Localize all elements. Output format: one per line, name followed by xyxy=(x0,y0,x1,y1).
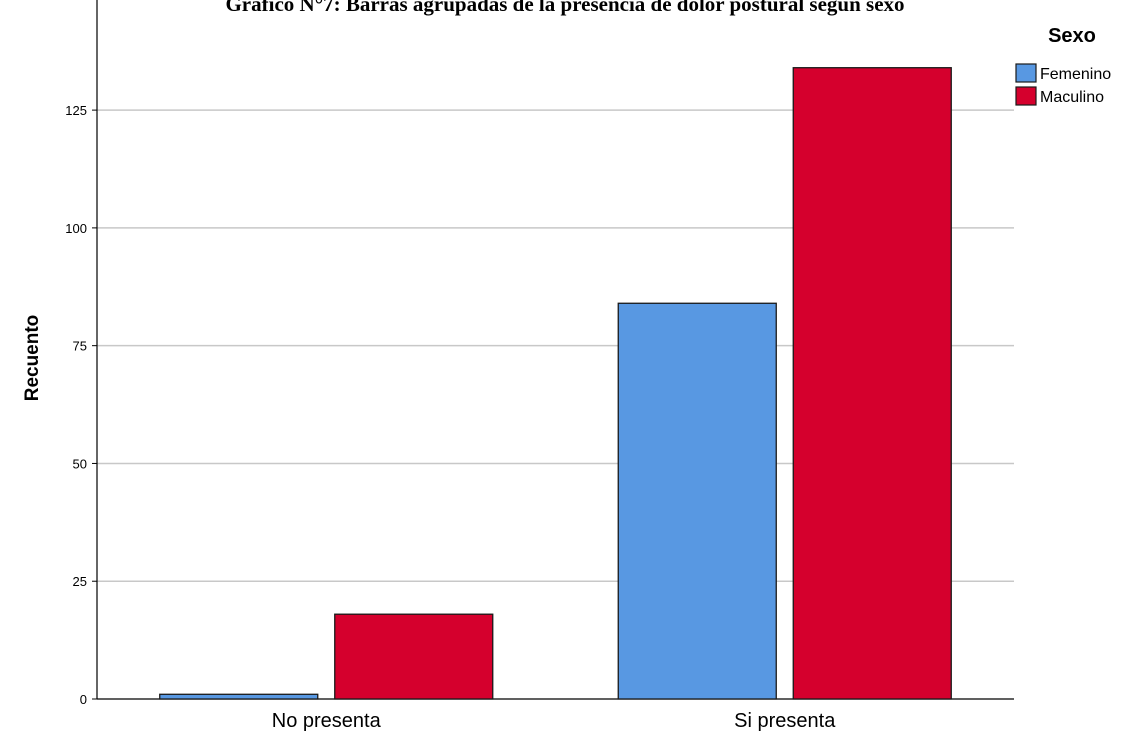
y-tick-label: 100 xyxy=(65,221,87,236)
bar-femenino-1 xyxy=(159,693,319,700)
chart-title: Gráfico N°7: Barras agrupadas de la pres… xyxy=(225,0,904,16)
y-tick-label: 25 xyxy=(73,574,87,589)
legend-swatch-maculino xyxy=(1015,86,1037,106)
y-axis-title: Recuento xyxy=(22,315,43,402)
legend: Sexo Femenino Maculino xyxy=(1015,25,1111,106)
bar-maculino-1 xyxy=(334,613,494,700)
y-tick-labels: 0 25 50 75 100 125 xyxy=(65,103,87,707)
legend-label-femenino: Femenino xyxy=(1040,66,1111,83)
x-tick-label: Si presenta xyxy=(734,710,836,732)
y-tick-label: 50 xyxy=(73,456,87,471)
bars xyxy=(159,67,952,700)
legend-label-maculino: Maculino xyxy=(1040,89,1104,106)
y-tick-label: 75 xyxy=(73,339,87,354)
y-tick-label: 125 xyxy=(65,103,87,118)
x-tick-labels: No presenta Si presenta xyxy=(272,710,836,732)
x-tick-label: No presenta xyxy=(272,710,382,732)
bar-maculino-2 xyxy=(792,67,952,700)
legend-title: Sexo xyxy=(1048,25,1096,47)
bar-femenino-2 xyxy=(617,302,777,700)
y-tick-label: 0 xyxy=(80,692,87,707)
legend-swatch-femenino xyxy=(1015,63,1037,83)
